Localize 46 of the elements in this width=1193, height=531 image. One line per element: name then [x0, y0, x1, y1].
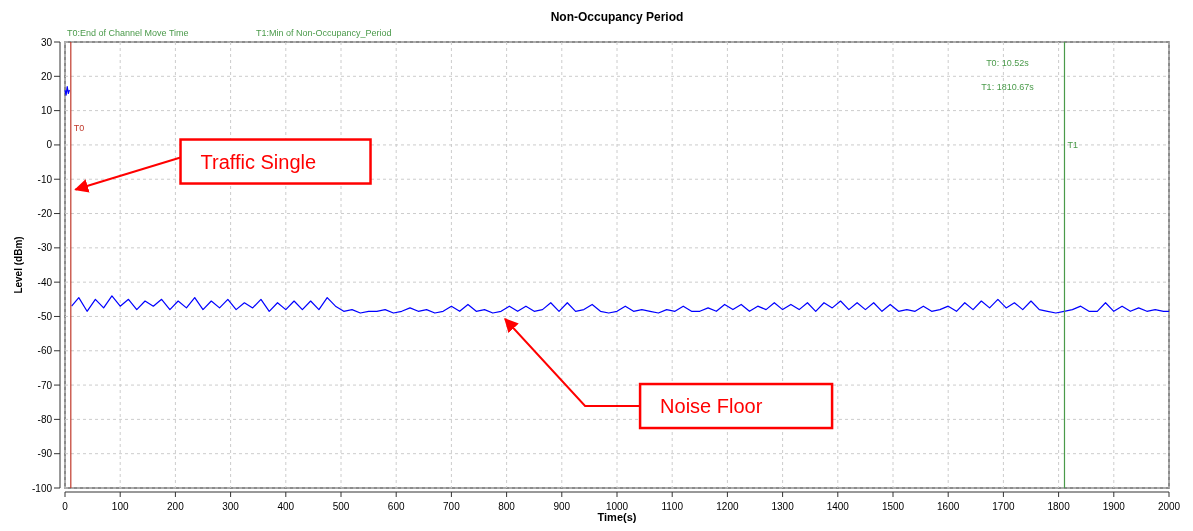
y-tick-label: -100 [31, 482, 53, 494]
ref-line-label: T1 [1067, 140, 1079, 151]
x-tick-label: 1200 [716, 501, 739, 512]
text: T1:Min of Non-Occupancy_Period [256, 28, 392, 38]
y-tick-label: 10 [40, 105, 53, 117]
annotation: T0: 10.52s [986, 58, 1030, 68]
y-tick-label: -50 [37, 310, 53, 322]
chart-title: Non-Occupancy Period [550, 10, 684, 24]
y-tick-label: -80 [37, 413, 53, 425]
y-tick-label: 30 [40, 36, 53, 48]
y-tick-label: -70 [37, 379, 53, 391]
x-tick-label: 1500 [881, 501, 905, 512]
x-tick-label: 100 [111, 501, 129, 512]
y-tick-label: 20 [40, 70, 53, 82]
x-tick-label: 1100 [661, 501, 684, 512]
x-tick-label: 1000 [605, 501, 629, 512]
x-tick-label: 900 [553, 501, 571, 512]
x-tick-label: 700 [443, 501, 461, 512]
x-tick-label: 200 [167, 501, 185, 512]
x-tick-label: 1600 [937, 501, 960, 512]
y-tick-label: -10 [37, 173, 53, 185]
y-tick-label: -60 [37, 345, 53, 357]
x-tick-label: 1900 [1102, 501, 1126, 512]
x-tick-label: 300 [222, 501, 240, 512]
y-tick-label: -20 [37, 208, 53, 220]
ref-line-label: T0 [73, 123, 85, 134]
y-tick-label: -30 [37, 242, 53, 254]
x-tick-label: 400 [277, 501, 295, 512]
y-axis-title: Level (dBm) [13, 236, 24, 294]
x-tick-label: 1300 [771, 501, 795, 512]
annotation: Noise Floor [660, 395, 763, 418]
text: T0:End of Channel Move Time [67, 28, 189, 38]
annotation: T1: 1810.67s [981, 82, 1035, 92]
x-tick-label: 1400 [826, 501, 850, 512]
x-tick-label: 0 [62, 501, 69, 512]
annotation: Traffic Single [200, 150, 317, 173]
y-tick-label: -90 [37, 448, 53, 460]
y-tick-label: 0 [46, 139, 53, 151]
x-tick-label: 500 [332, 501, 350, 512]
x-tick-label: 1700 [992, 501, 1015, 512]
x-axis-title: Time(s) [597, 511, 637, 523]
x-tick-label: 2000 [1157, 501, 1181, 512]
x-tick-label: 600 [387, 501, 405, 512]
x-tick-label: 800 [498, 501, 516, 512]
x-tick-label: 1800 [1047, 501, 1071, 512]
y-tick-label: -40 [37, 276, 53, 288]
